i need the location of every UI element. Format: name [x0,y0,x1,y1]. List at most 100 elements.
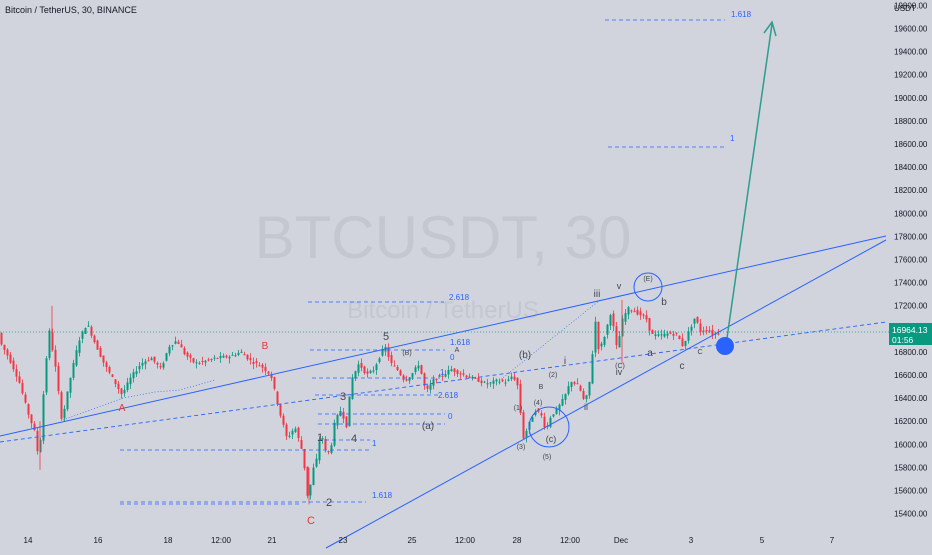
price-axis[interactable]: USDT 20000.0019800.0019600.0019400.00192… [894,0,928,519]
price-tick-label: 16000.00 [894,440,928,449]
candle-body [507,379,510,381]
candle-body [624,313,627,322]
candle-body [477,377,480,382]
time-tick-label: 14 [24,536,33,545]
candle-body [258,365,261,367]
candle-body [30,414,33,424]
candle-body [297,427,300,438]
price-axis-currency: USDT [894,4,916,13]
projection-arrow-head [763,20,777,37]
candle-body [615,326,618,346]
candle-body [513,376,516,380]
candle-body [96,340,99,350]
candle-body [111,374,114,377]
candle-body [702,330,705,332]
candle-body [468,376,471,379]
wave-label: (b) [519,350,531,361]
wave-label: (a) [422,421,434,432]
price-tick-label: 18800.00 [894,117,928,126]
candle-body [255,361,258,363]
candle-body [138,365,141,370]
time-axis-ticks: 14 16 18 12:00 21 23 25 12:00 28 12:00 Dec 3 5 7 [24,536,835,545]
candle-body [354,371,357,379]
wave-label: c [680,361,685,372]
candle-body [327,451,330,453]
candle-body [210,359,213,361]
candle-body [303,448,306,469]
candle-body [711,329,714,336]
candle-body [693,318,696,324]
candle-body [396,366,399,371]
candle-body [378,358,381,362]
time-tick-label: 12:00 [211,536,232,545]
candle-body [189,355,192,358]
candle-body [72,362,75,378]
time-tick-label: 5 [760,536,765,545]
drawings-layer [0,19,932,549]
price-tick-label: 18000.00 [894,209,928,218]
time-tick-label: Dec [614,536,628,545]
candle-body [429,384,432,390]
candle-body [600,343,603,347]
candle-body [636,309,639,315]
candle-body [495,379,498,382]
wave-label: (E) [643,276,652,283]
time-axis[interactable]: 14 16 18 12:00 21 23 25 12:00 28 12:00 Dec 3 5 7 [24,536,835,545]
candle-body [444,374,447,377]
candle-body [270,374,273,379]
candle-body [339,411,342,416]
time-tick-label: 28 [513,536,522,545]
price-tick-label: 19800.00 [894,1,928,10]
candle-body [60,392,63,419]
candle-body [717,333,720,335]
price-tick-label: 17400.00 [894,279,928,288]
candle-body [36,430,39,452]
wave-label: B [539,384,544,391]
candle-body [489,382,492,384]
candle-body [552,414,555,417]
candle-body [399,370,402,376]
wave-label: a [647,348,653,359]
price-tick-label: 16200.00 [894,417,928,426]
wave-label: (4) [534,400,543,407]
fib-level-label: 1 [372,439,377,448]
candle-body [630,310,633,312]
wave-label: 4 [351,433,357,445]
projection-arrow-line [726,23,773,339]
candle-body [642,314,645,316]
candle-body [672,333,675,336]
wave-label: 5 [383,331,389,343]
mid-dashed-trendline [0,321,887,443]
candle-body [216,358,219,360]
candle-body [27,404,30,415]
time-tick-label: 25 [408,536,417,545]
candle-body [336,414,339,426]
candle-body [243,354,246,356]
watermark-symbol: BTCUSDT, 30 [255,204,632,271]
candle-body [51,332,54,350]
candle-body [375,364,378,371]
candle-body [285,424,288,437]
candle-body [252,361,255,365]
candle-body [21,382,24,394]
wave-label: i [564,356,566,367]
candle-body [480,380,483,384]
candle-body [486,383,489,385]
wave-label: C [697,349,702,356]
wave-label: 1 [317,432,323,444]
candle-body [9,354,12,363]
time-tick-label: 21 [268,536,277,545]
candle-body [312,467,315,486]
wave-label: (3) [517,444,526,451]
fib-level-label: 2.618 [438,391,459,400]
candle-body [309,484,312,496]
candle-body [603,336,606,345]
price-tick-label: 16800.00 [894,348,928,357]
candle-body [237,352,240,355]
wave-label: v [617,281,622,291]
price-tick-label: 18600.00 [894,140,928,149]
candle-body [357,364,360,373]
candle-body [225,355,228,358]
